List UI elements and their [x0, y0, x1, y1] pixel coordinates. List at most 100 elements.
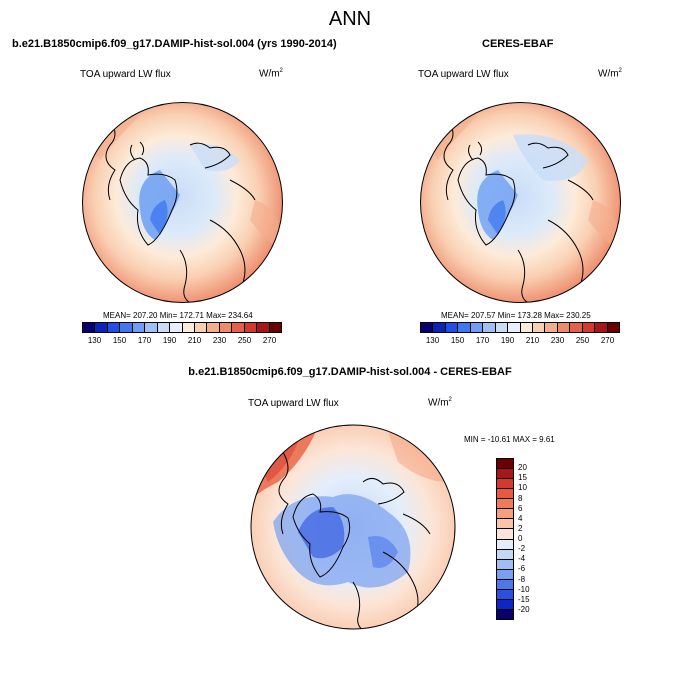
colorbar-swatch	[497, 529, 513, 540]
colorbar-tick-label: 230	[212, 336, 227, 345]
colorbar-swatch	[582, 323, 596, 332]
panel2-warm-sector-2	[588, 200, 619, 250]
colorbar-swatch	[497, 589, 513, 600]
panel2-variable-label: TOA upward LW flux	[418, 69, 509, 80]
panel1-greenland-core	[150, 200, 168, 235]
panel1-colorbar-labels: 130 150 170 190 210 230 250 270	[82, 336, 282, 348]
colorbar-tick-label: 230	[550, 336, 565, 345]
colorbar-tick-label: 270	[262, 336, 277, 345]
panel1-warm-sector-2	[250, 200, 281, 250]
colorbar-swatch	[497, 559, 513, 570]
colorbar-swatch	[219, 323, 233, 332]
colorbar-swatch	[497, 489, 513, 500]
colorbar-swatch	[495, 323, 509, 332]
panel1-field	[82, 102, 283, 303]
panel3-polar-map	[250, 424, 456, 630]
colorbar-tick-label: 250	[575, 336, 590, 345]
colorbar-tick-label: -10	[518, 584, 530, 594]
panel2-stats: MEAN= 207.57 Min= 173.28 Max= 230.25	[441, 311, 591, 320]
colorbar-tick-label: 190	[162, 336, 177, 345]
colorbar-tick-label: 130	[425, 336, 440, 345]
colorbar-swatch	[458, 323, 471, 332]
colorbar-swatch	[445, 323, 459, 332]
colorbar-swatch	[207, 323, 220, 332]
colorbar-swatch	[497, 469, 513, 480]
colorbar-swatch	[194, 323, 208, 332]
panel3-warm-rim	[388, 432, 448, 482]
panel3-positive-core	[258, 442, 298, 482]
colorbar-swatch	[244, 323, 258, 332]
colorbar-swatch	[607, 323, 619, 332]
colorbar-swatch	[497, 479, 513, 490]
panel1-colorbar	[82, 322, 282, 333]
colorbar-tick-label: -15	[518, 594, 530, 604]
colorbar-swatch	[570, 323, 583, 332]
colorbar-tick-label: 8	[518, 493, 523, 503]
panel2-map-border	[420, 102, 621, 303]
colorbar-swatch	[520, 323, 533, 332]
colorbar-swatch	[497, 509, 513, 520]
colorbar-tick-label: 170	[137, 336, 152, 345]
colorbar-swatch	[120, 323, 133, 332]
colorbar-swatch	[257, 323, 270, 332]
panel3-map-border	[250, 424, 456, 630]
colorbar-swatch	[232, 323, 245, 332]
page-title: ANN	[328, 8, 372, 30]
colorbar-swatch	[532, 323, 546, 332]
colorbar-tick-label: 150	[450, 336, 465, 345]
colorbar-swatch	[508, 323, 521, 332]
panel1-units: W/m2	[259, 68, 283, 80]
colorbar-tick-label: -2	[518, 544, 526, 554]
colorbar-swatch	[497, 609, 513, 619]
colorbar-swatch	[95, 323, 108, 332]
panel2-greenland-core	[488, 200, 506, 235]
panel3-stats: MIN = -10.61 MAX = 9.61	[464, 435, 555, 444]
panel1-polar-map	[82, 102, 283, 303]
panel3-colorbar	[496, 458, 514, 620]
panel1-variable-label: TOA upward LW flux	[80, 69, 171, 80]
colorbar-tick-label: 10	[518, 483, 527, 493]
panel2-polar-map	[420, 102, 621, 303]
colorbar-tick-label: -6	[518, 564, 526, 574]
colorbar-tick-label: 15	[518, 473, 527, 483]
colorbar-swatch	[269, 323, 281, 332]
colorbar-swatch	[497, 569, 513, 580]
colorbar-tick-label: 130	[87, 336, 102, 345]
colorbar-swatch	[497, 599, 513, 610]
colorbar-swatch	[497, 519, 513, 530]
panel1-map-border	[82, 102, 283, 303]
colorbar-tick-label: 210	[525, 336, 540, 345]
colorbar-tick-label: 210	[187, 336, 202, 345]
colorbar-tick-label: -4	[518, 554, 526, 564]
panel1-stats: MEAN= 207.20 Min= 172.71 Max= 234.64	[103, 311, 253, 320]
colorbar-swatch	[170, 323, 183, 332]
colorbar-swatch	[157, 323, 171, 332]
colorbar-swatch	[182, 323, 195, 332]
panel1-title: b.e21.B1850cmip6.f09_g17.DAMIP-hist-sol.…	[12, 38, 337, 50]
colorbar-swatch	[483, 323, 496, 332]
colorbar-tick-label: 20	[518, 463, 527, 473]
colorbar-swatch	[497, 549, 513, 560]
colorbar-swatch	[595, 323, 608, 332]
panel2-colorbar	[420, 322, 620, 333]
panel2-arctic-blue	[513, 134, 588, 181]
colorbar-swatch	[107, 323, 121, 332]
colorbar-swatch	[497, 459, 513, 470]
colorbar-swatch	[497, 579, 513, 590]
colorbar-swatch	[132, 323, 146, 332]
panel2-units: W/m2	[598, 68, 622, 80]
colorbar-tick-label: 0	[518, 534, 523, 543]
colorbar-tick-label: 170	[475, 336, 490, 345]
colorbar-tick-label: 150	[112, 336, 127, 345]
colorbar-swatch	[557, 323, 571, 332]
panel3-units: W/m2	[428, 397, 452, 409]
colorbar-swatch	[497, 499, 513, 510]
panel3-variable-label: TOA upward LW flux	[248, 398, 339, 409]
colorbar-swatch	[433, 323, 446, 332]
panel2-colorbar-labels: 130 150 170 190 210 230 250 270	[420, 336, 620, 348]
colorbar-swatch	[545, 323, 558, 332]
colorbar-swatch	[470, 323, 484, 332]
colorbar-tick-label: 250	[237, 336, 252, 345]
panel2-title: CERES-EBAF	[482, 38, 554, 50]
colorbar-tick-label: -8	[518, 574, 526, 584]
